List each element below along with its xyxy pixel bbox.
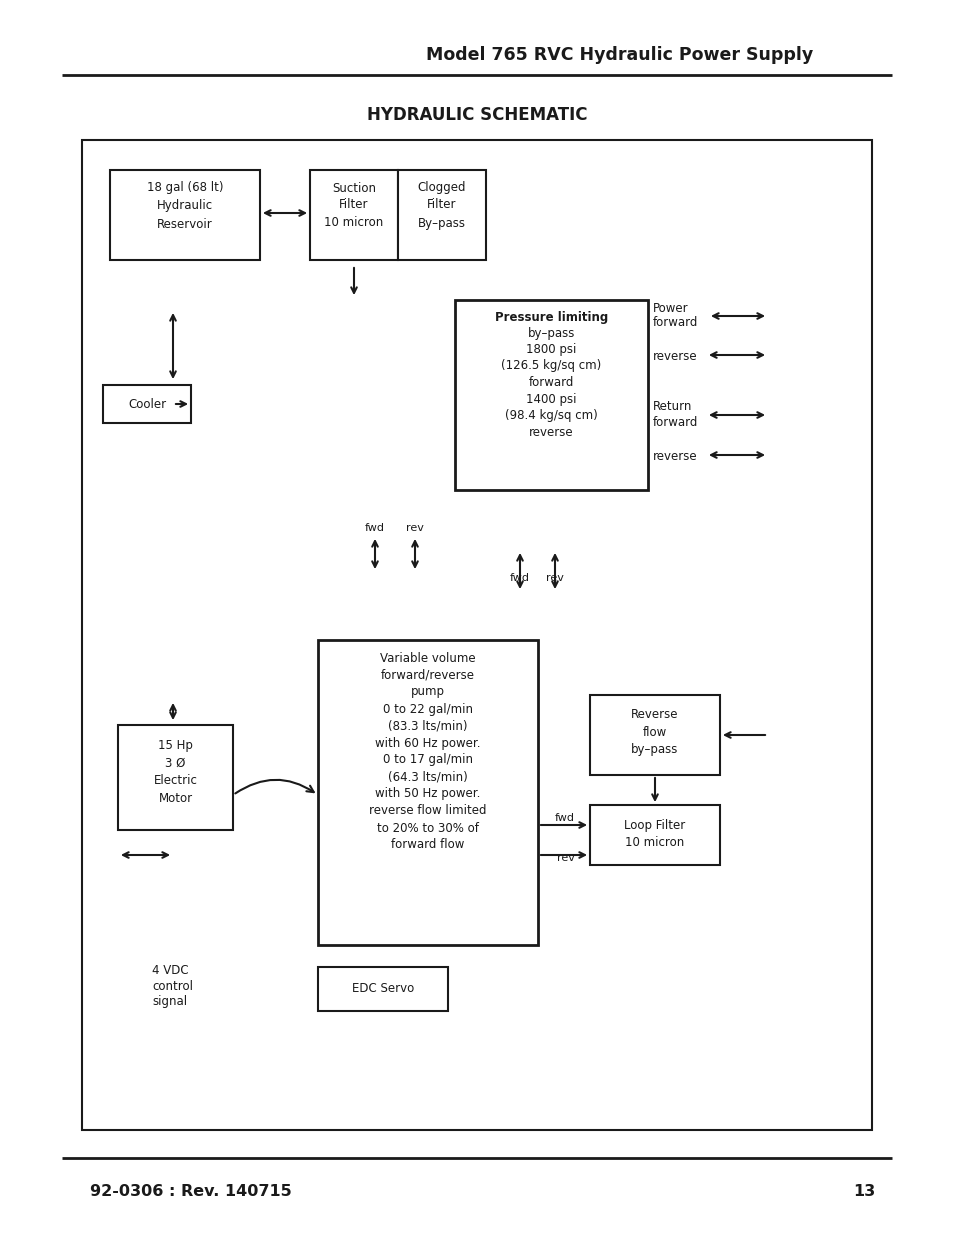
Text: Clogged: Clogged	[417, 182, 466, 194]
Text: (126.5 kg/sq cm): (126.5 kg/sq cm)	[501, 359, 601, 373]
Text: with 60 Hz power.: with 60 Hz power.	[375, 736, 480, 750]
Text: to 20% to 30% of: to 20% to 30% of	[376, 821, 478, 835]
Text: Power: Power	[652, 303, 688, 315]
Text: forward flow: forward flow	[391, 839, 464, 851]
Text: Variable volume: Variable volume	[380, 652, 476, 664]
Text: flow: flow	[642, 725, 666, 739]
Text: Filter: Filter	[339, 199, 369, 211]
Bar	[110, 170, 260, 261]
Text: 15 Hp: 15 Hp	[158, 739, 193, 752]
Text: rev: rev	[545, 573, 563, 583]
Text: 18 gal (68 lt): 18 gal (68 lt)	[147, 182, 223, 194]
Text: 0 to 22 gal/min: 0 to 22 gal/min	[382, 703, 473, 715]
Text: 10 micron: 10 micron	[324, 216, 383, 230]
Text: pump: pump	[411, 685, 444, 699]
Text: Electric: Electric	[153, 774, 197, 788]
Text: 4 VDC: 4 VDC	[152, 963, 189, 977]
Text: Suction: Suction	[332, 182, 375, 194]
Text: 1400 psi: 1400 psi	[526, 393, 577, 405]
Bar	[589, 695, 720, 776]
Bar	[455, 300, 647, 490]
Text: forward: forward	[652, 416, 698, 430]
Text: Reverse: Reverse	[631, 709, 678, 721]
Text: forward: forward	[528, 377, 574, 389]
Text: signal: signal	[152, 995, 187, 1009]
Bar	[317, 640, 537, 945]
Text: reverse: reverse	[529, 426, 573, 438]
Text: fwd: fwd	[510, 573, 530, 583]
Text: rev: rev	[406, 522, 423, 534]
Text: forward: forward	[652, 316, 698, 330]
Text: by–pass: by–pass	[527, 327, 575, 341]
Bar	[317, 967, 448, 1011]
Text: reverse flow limited: reverse flow limited	[369, 804, 486, 818]
Text: Filter: Filter	[427, 199, 456, 211]
Text: HYDRAULIC SCHEMATIC: HYDRAULIC SCHEMATIC	[366, 106, 587, 124]
Text: 1800 psi: 1800 psi	[526, 343, 576, 357]
Text: 10 micron: 10 micron	[625, 836, 684, 850]
Text: 0 to 17 gal/min: 0 to 17 gal/min	[382, 753, 473, 767]
Text: Return: Return	[652, 400, 692, 414]
Text: Cooler: Cooler	[128, 398, 166, 410]
Bar	[310, 170, 397, 261]
Text: (98.4 kg/sq cm): (98.4 kg/sq cm)	[504, 409, 598, 421]
Bar	[589, 805, 720, 864]
Text: 3 Ø: 3 Ø	[165, 757, 186, 769]
Text: reverse: reverse	[652, 451, 697, 463]
Text: fwd: fwd	[365, 522, 385, 534]
Text: Reservoir: Reservoir	[157, 217, 213, 231]
Text: Hydraulic: Hydraulic	[157, 200, 213, 212]
Text: Pressure limiting: Pressure limiting	[495, 311, 607, 325]
Text: (83.3 lts/min): (83.3 lts/min)	[388, 720, 467, 732]
Bar	[82, 140, 871, 1130]
Text: Motor: Motor	[158, 793, 193, 805]
Text: rev: rev	[557, 853, 575, 863]
Text: EDC Servo: EDC Servo	[352, 983, 414, 995]
Bar	[118, 725, 233, 830]
Text: Loop Filter: Loop Filter	[623, 819, 685, 831]
Text: (64.3 lts/min): (64.3 lts/min)	[388, 771, 467, 783]
Text: Model 765 RVC Hydraulic Power Supply: Model 765 RVC Hydraulic Power Supply	[426, 46, 813, 64]
Text: with 50 Hz power.: with 50 Hz power.	[375, 788, 480, 800]
Bar	[103, 385, 191, 424]
Text: fwd: fwd	[555, 813, 575, 823]
Text: control: control	[152, 979, 193, 993]
Bar	[397, 170, 485, 261]
Text: forward/reverse: forward/reverse	[380, 668, 475, 682]
Text: 13: 13	[852, 1184, 874, 1199]
Text: by–pass: by–pass	[631, 742, 678, 756]
Text: By–pass: By–pass	[417, 216, 465, 230]
Text: reverse: reverse	[652, 351, 697, 363]
Text: 92-0306 : Rev. 140715: 92-0306 : Rev. 140715	[90, 1184, 292, 1199]
